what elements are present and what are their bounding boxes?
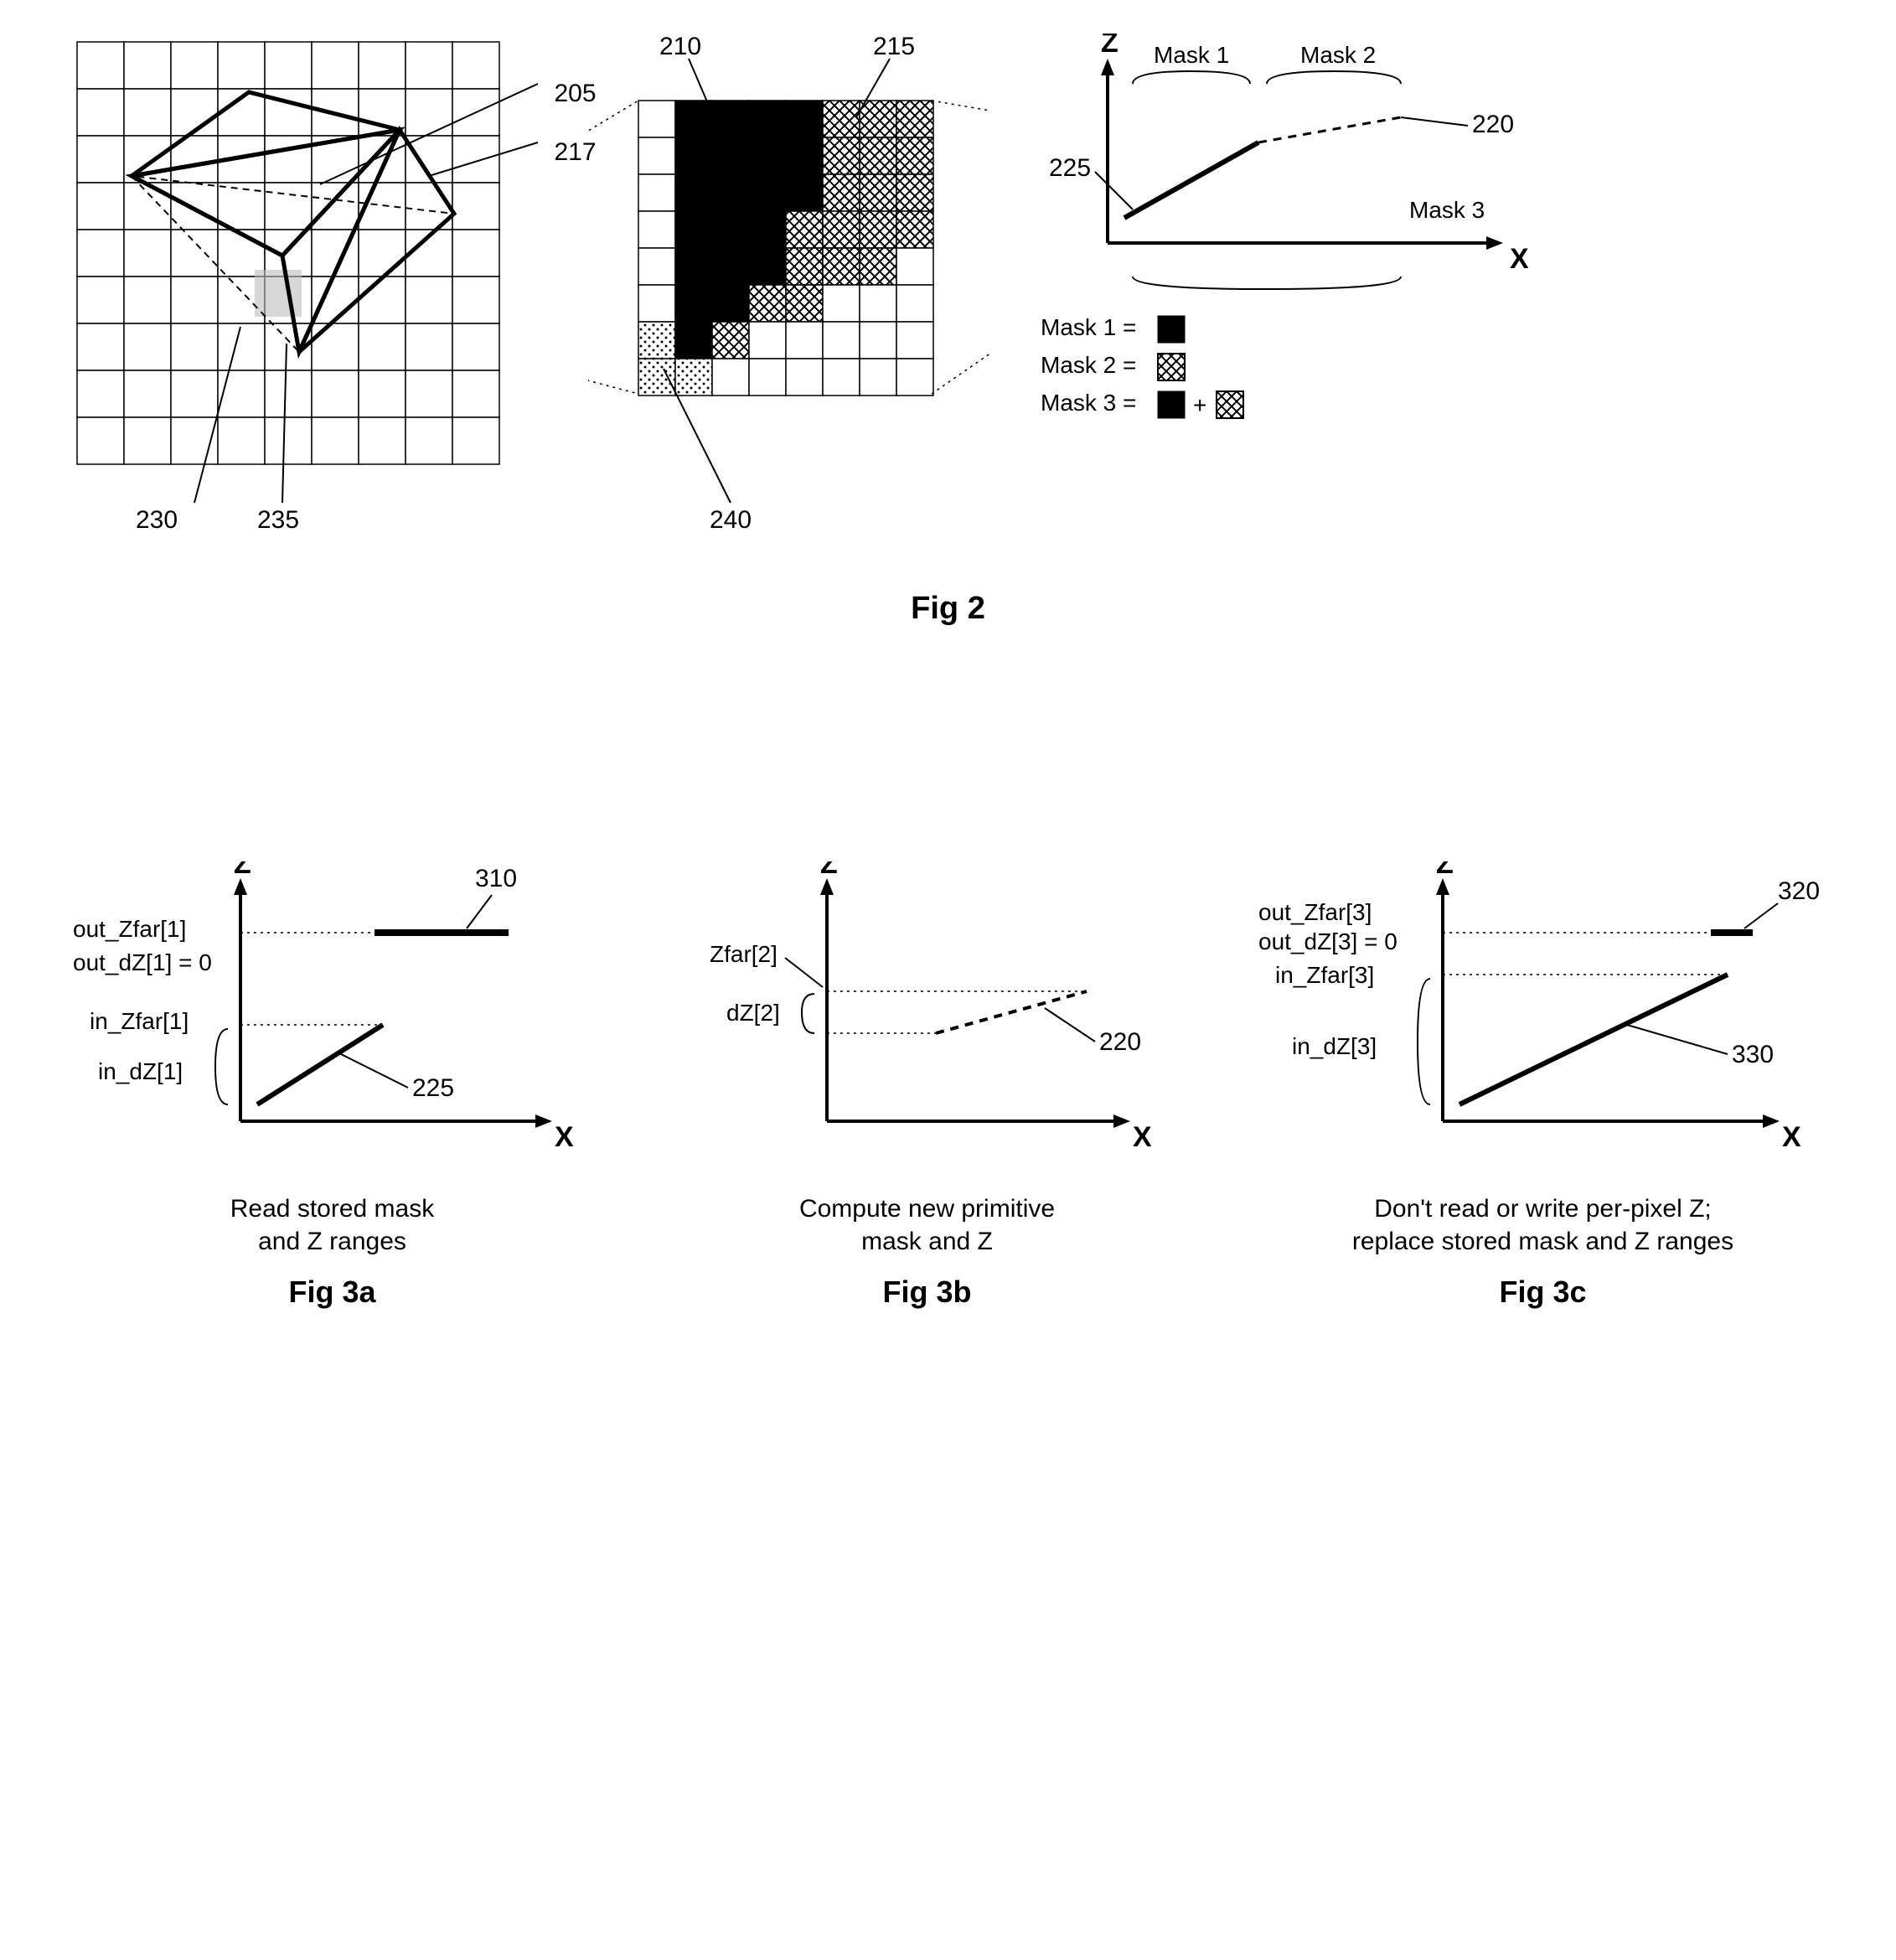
lead-225 (1095, 172, 1133, 209)
fig2-grid-panel: 230 235 (69, 34, 538, 557)
brace-m3 (1133, 277, 1401, 289)
fig2-title: Fig 2 (69, 591, 1828, 627)
proj-line-4 (932, 226, 990, 394)
callout-205: 205 (555, 80, 597, 108)
fig3a-title: Fig 3a (69, 1275, 597, 1310)
callout-220b: 220 (1099, 1028, 1141, 1056)
fig3a-x: X (555, 1121, 574, 1153)
fig3c-panel: Z X out_Zfar[3] out_dZ[3] = 0 in_Zfar[3]… (1258, 861, 1828, 1310)
fig3-container: Z X out_Zfar[1] out_dZ[1] = 0 in_Zfar[1]… (69, 861, 1828, 1310)
fig3b-z: Z (820, 861, 838, 880)
callout-215: 215 (873, 34, 915, 60)
legend-swatch-1 (1158, 316, 1185, 343)
fig3c-title: Fig 3c (1258, 1275, 1828, 1310)
legend-l3: Mask 3 = (1041, 390, 1136, 416)
fig2-chart-svg: Z X Mask 1 Mask 2 Mask 3 220 225 (1041, 34, 1560, 302)
callout-230: 230 (136, 506, 178, 534)
lbl-out-zfar-1: out_Zfar[1] (73, 916, 186, 942)
lbl-dz2: dZ[2] (726, 1000, 780, 1026)
legend-plus: + (1193, 392, 1206, 418)
fig2-grid-svg: 230 235 (69, 34, 538, 553)
fig3a-svg: Z X out_Zfar[1] out_dZ[1] = 0 in_Zfar[1]… (73, 861, 592, 1180)
brace-m2 (1267, 71, 1401, 84)
fig2-chart-panel: Z X Mask 1 Mask 2 Mask 3 220 225 (1041, 34, 1828, 453)
callout-240: 240 (710, 506, 752, 534)
lbl-in-dz-1: in_dZ[1] (98, 1058, 183, 1084)
proj-line-2 (588, 318, 638, 394)
fig3c-cap2: replace stored mask and Z ranges (1352, 1228, 1733, 1255)
brace-m1 (1133, 71, 1250, 84)
lbl-in-dz-3: in_dZ[3] (1292, 1033, 1377, 1059)
highlight-tile (255, 270, 302, 317)
lbl-out-zfar-3: out_Zfar[3] (1258, 899, 1372, 925)
callout-320: 320 (1778, 877, 1820, 905)
fig2-container: 230 235 (69, 34, 1828, 557)
legend-swatch-2 (1158, 354, 1185, 380)
line-330 (1459, 975, 1728, 1104)
line-225b (257, 1025, 383, 1104)
fig3b-caption: Compute new primitive mask and Z (664, 1192, 1191, 1258)
fig3b-cap2: mask and Z (861, 1228, 993, 1255)
fig3b-panel: Z X Zfar[2] dZ[2] 220 Compute new primit… (664, 861, 1191, 1310)
fig3a-cap2: and Z ranges (258, 1228, 406, 1255)
fig2-legend: Mask 1 = Mask 2 = Mask 3 = + (1041, 306, 1426, 448)
fig3b-x: X (1133, 1121, 1152, 1153)
callout-310: 310 (475, 865, 517, 892)
legend-l2: Mask 2 = (1041, 352, 1136, 378)
line-225 (1124, 142, 1258, 218)
lbl-in-zfar-1: in_Zfar[1] (90, 1008, 189, 1034)
fig3c-cap1: Don't read or write per-pixel Z; (1374, 1195, 1712, 1223)
lead-220 (1401, 117, 1468, 126)
line-220 (1258, 117, 1401, 142)
legend-swatch-3a (1158, 391, 1185, 418)
lbl-out-dz-1: out_dZ[1] = 0 (73, 949, 212, 975)
fig3a-z: Z (234, 861, 251, 880)
callout-220: 220 (1472, 111, 1514, 138)
fig3c-x: X (1782, 1121, 1801, 1153)
z-label: Z (1101, 34, 1118, 59)
proj-line-3 (932, 101, 990, 142)
callout-225b: 225 (412, 1074, 454, 1102)
callout-235: 235 (257, 506, 299, 534)
fig2-tile-svg: 210 215 240 (588, 34, 990, 553)
x-axis-arrow (1486, 236, 1503, 250)
z-axis-arrow (1101, 59, 1114, 75)
legend-l1: Mask 1 = (1041, 314, 1136, 340)
fig3c-svg: Z X out_Zfar[3] out_dZ[3] = 0 in_Zfar[3]… (1258, 861, 1828, 1180)
fig3a-caption: Read stored mask and Z ranges (69, 1192, 597, 1258)
lbl-out-dz-3: out_dZ[3] = 0 (1258, 928, 1397, 954)
fig3c-caption: Don't read or write per-pixel Z; replace… (1258, 1192, 1828, 1258)
callout-217: 217 (555, 138, 597, 167)
fig3b-title: Fig 3b (664, 1275, 1191, 1310)
lbl-zfar2: Zfar[2] (710, 941, 778, 967)
fig2-tile-panel: 210 215 240 (588, 34, 990, 557)
fig3c-z: Z (1436, 861, 1454, 880)
callout-225: 225 (1049, 154, 1091, 182)
lbl-in-zfar-3: in_Zfar[3] (1275, 962, 1374, 988)
line-220b (936, 991, 1087, 1033)
page: 230 235 (69, 34, 1828, 1310)
mask1-label: Mask 1 (1154, 42, 1229, 68)
callout-210: 210 (659, 34, 701, 60)
mask2-label: Mask 2 (1300, 42, 1376, 68)
fig3b-cap1: Compute new primitive (799, 1195, 1055, 1223)
legend-swatch-3b (1217, 391, 1243, 418)
fig3a-panel: Z X out_Zfar[1] out_dZ[1] = 0 in_Zfar[1]… (69, 861, 597, 1310)
fig3a-cap1: Read stored mask (230, 1195, 434, 1223)
proj-line-1 (588, 101, 638, 272)
mask3-label: Mask 3 (1409, 197, 1485, 223)
x-label: X (1510, 243, 1529, 275)
fig3b-svg: Z X Zfar[2] dZ[2] 220 (693, 861, 1162, 1180)
callout-330: 330 (1732, 1041, 1774, 1068)
